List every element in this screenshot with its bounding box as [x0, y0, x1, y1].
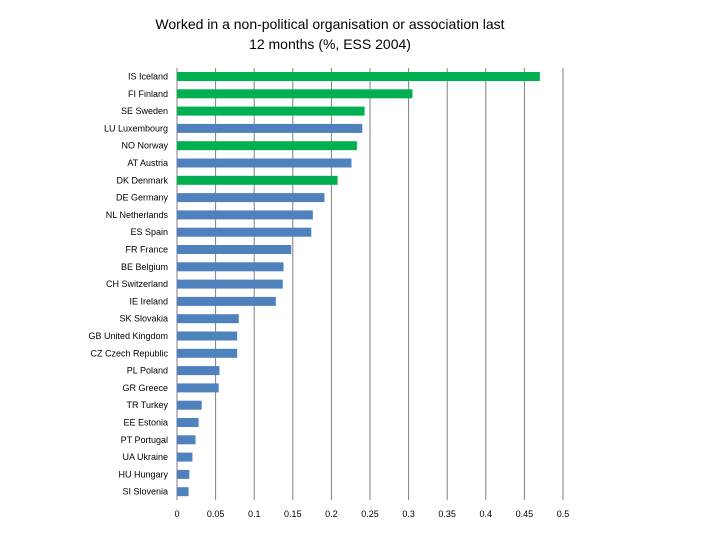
bar	[177, 89, 413, 99]
bar	[177, 452, 193, 462]
category-label: UA Ukraine	[122, 452, 168, 462]
x-tick-label: 0.25	[361, 509, 379, 519]
bar	[177, 245, 292, 254]
category-label: SI Slovenia	[122, 487, 168, 497]
category-label: PT Portugal	[121, 435, 168, 445]
category-label: NL Netherlands	[106, 210, 169, 220]
category-label: GR Greece	[122, 383, 168, 393]
bar	[177, 314, 239, 324]
bar	[177, 193, 325, 203]
category-label: EE Estonia	[123, 418, 168, 428]
category-label: PL Poland	[127, 366, 168, 376]
bar	[177, 279, 283, 289]
category-label: FI Finland	[128, 89, 168, 99]
bar	[177, 210, 313, 220]
bar	[177, 418, 199, 427]
category-label: DE Germany	[116, 193, 169, 203]
bar	[177, 331, 238, 341]
bar	[177, 141, 357, 151]
chart-title: Worked in a non-political organisation o…	[155, 16, 505, 52]
category-label: IS Iceland	[128, 72, 168, 82]
bar	[177, 262, 284, 272]
category-label: HU Hungary	[118, 469, 168, 479]
category-label: IE Ireland	[129, 296, 168, 306]
bar	[177, 106, 365, 116]
category-label: NO Norway	[121, 141, 168, 151]
bar	[177, 175, 338, 185]
category-label: AT Austria	[127, 158, 168, 168]
x-tick-label: 0.05	[207, 509, 225, 519]
x-tick-labels: 0 0.05 0.1 0.15 0.2 0.25 0.3 0.35 0.4 0.45 0.5	[174, 509, 569, 519]
bar	[177, 400, 202, 410]
bar	[177, 348, 238, 358]
category-label: GB United Kingdom	[88, 331, 168, 341]
category-label: SK Slovakia	[119, 314, 168, 324]
category-label: SE Sweden	[121, 106, 168, 116]
category-label: TR Turkey	[126, 400, 168, 410]
bar	[177, 123, 363, 133]
category-label: CH Switzerland	[106, 279, 168, 289]
x-tick-label: 0.35	[438, 509, 456, 519]
bar	[177, 435, 196, 445]
bar	[177, 366, 220, 376]
bar	[177, 296, 276, 306]
category-label: CZ Czech Republic	[90, 348, 168, 358]
bar	[177, 487, 189, 497]
bar	[177, 72, 540, 81]
bar	[177, 158, 352, 168]
category-label: LU Luxembourg	[104, 123, 168, 133]
bar	[177, 383, 219, 393]
x-tick-label: 0.3	[402, 509, 415, 519]
x-tick-label: 0.1	[248, 509, 261, 519]
x-tick-label: 0.5	[557, 509, 570, 519]
category-labels: IS Iceland FI Finland SE Sweden LU Luxembou…	[88, 72, 168, 497]
x-tick-label: 0.4	[480, 509, 493, 519]
category-label: FR France	[125, 245, 168, 255]
category-label: BE Belgium	[121, 262, 168, 272]
x-tick-label: 0.45	[516, 509, 534, 519]
category-label: ES Spain	[130, 227, 168, 237]
x-tick-label: 0.15	[284, 509, 302, 519]
category-label: DK Denmark	[116, 175, 168, 185]
bar	[177, 469, 190, 479]
x-tick-label: 0	[174, 509, 179, 519]
bars	[177, 72, 540, 497]
bar	[177, 227, 312, 237]
x-tick-label: 0.2	[325, 509, 338, 519]
